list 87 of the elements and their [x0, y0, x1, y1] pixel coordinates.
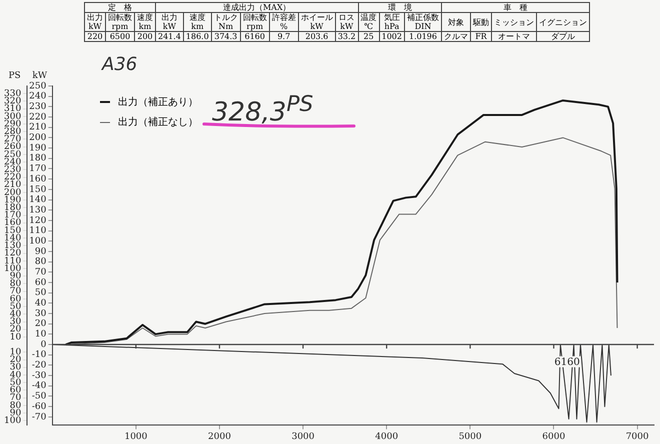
y-tick-label: 130 — [29, 205, 47, 216]
text: 374.3 — [211, 32, 240, 42]
text: ダブル — [536, 32, 590, 42]
y-tick-label: 70 — [34, 267, 47, 278]
text: 33.2 — [335, 32, 358, 42]
text: 9.7 — [269, 32, 298, 42]
y-tick-label: 150 — [29, 184, 47, 195]
text: 車 種 — [441, 2, 590, 12]
y-tick-label: 20 — [34, 319, 47, 330]
y-tick-label: 10 — [34, 330, 47, 340]
text: トルク Nm — [211, 12, 240, 32]
y2-axis-title: PS — [8, 71, 21, 81]
text: 駆動 — [470, 12, 492, 32]
text: 241.4 — [156, 32, 184, 42]
text: 220 — [84, 32, 106, 42]
text: 回転数 rpm — [106, 12, 134, 32]
y-tick-label: 140 — [29, 195, 47, 206]
x-tick-label: 6000 — [542, 432, 566, 442]
y-tick-label: -40 — [32, 381, 47, 392]
text: 6500 — [106, 32, 134, 42]
text: 200 — [134, 32, 156, 42]
y-tick-label: 0 — [40, 340, 47, 350]
text: 1002 — [379, 32, 404, 42]
y2-tick-label: 10 — [10, 332, 22, 342]
y-tick-label: 200 — [29, 133, 47, 144]
x-tick-label: 7000 — [626, 432, 650, 442]
text: 定 格 — [84, 2, 156, 12]
annotation: 6160 — [554, 357, 580, 368]
y-tick-label: 170 — [29, 164, 47, 174]
text: 出力 kW — [84, 12, 106, 32]
legend-label: 出力（補正なし） — [118, 116, 198, 129]
y-tick-label: 80 — [34, 257, 47, 268]
text: 対象 — [441, 12, 470, 32]
text: 許容差 % — [269, 12, 298, 32]
text: ロス kW — [335, 12, 358, 32]
y-tick-label: -30 — [32, 370, 47, 381]
annotation: 328,3$^{PS}$ — [212, 92, 314, 128]
x-tick-label: 1000 — [124, 432, 148, 442]
y-tick-label: 250 — [29, 81, 47, 92]
y-tick-label: 120 — [29, 216, 47, 226]
text: オートマ — [491, 32, 536, 42]
text: 203.6 — [298, 32, 336, 42]
text: 速度 km — [134, 12, 156, 32]
x-tick-label: 3000 — [292, 432, 315, 442]
y-tick-label: 210 — [29, 122, 47, 133]
y-tick-label: 100 — [29, 236, 47, 246]
x-tick-label: 4000 — [375, 432, 398, 442]
y-tick-label: -60 — [32, 402, 47, 412]
text: 回転数 rpm — [240, 12, 270, 32]
text: 186.0 — [183, 32, 212, 42]
y-tick-label: -70 — [32, 412, 47, 422]
y-tick-label: 90 — [34, 246, 47, 257]
y-tick-label: 240 — [29, 92, 47, 102]
text: 速度 km — [183, 12, 212, 32]
text: FR — [470, 32, 492, 42]
x-tick-label: 2000 — [208, 432, 232, 442]
y-tick-label: 190 — [29, 143, 47, 154]
text: イグニション — [536, 12, 590, 32]
text: 達成出力（MAX） — [156, 2, 358, 12]
x-tick-label: 5000 — [458, 432, 482, 442]
text: ミッション — [491, 12, 536, 32]
y-tick-label: 50 — [34, 288, 47, 298]
text: ホイール kW — [298, 12, 336, 32]
text: 温度 ℃ — [358, 12, 380, 32]
y-tick-label: 30 — [34, 308, 47, 319]
text: 気圧 hPa — [379, 12, 404, 32]
y-tick-label: -10 — [32, 350, 47, 360]
legend-label: 出力（補正あり） — [118, 96, 198, 109]
y-axis-title: kW — [32, 71, 48, 81]
y-tick-label: 40 — [34, 298, 47, 309]
text: クルマ — [441, 32, 470, 42]
text: 6160 — [240, 32, 270, 42]
y-tick-label: -50 — [32, 392, 47, 402]
y-tick-label: 180 — [29, 154, 47, 164]
y-tick-label: 60 — [34, 278, 47, 288]
y-tick-label: 230 — [29, 102, 47, 112]
y-tick-label: 160 — [29, 174, 47, 184]
y2-tick-label: 100 — [4, 416, 22, 426]
text: 補正係数 DIN — [404, 12, 442, 32]
text: 25 — [358, 32, 380, 42]
y-tick-label: -20 — [32, 360, 47, 371]
y-tick-label: 220 — [29, 112, 47, 122]
text: 環 境 — [358, 2, 442, 12]
text: 1.0196 — [404, 32, 442, 42]
y-tick-label: 110 — [29, 226, 47, 236]
text: 出力 kW — [156, 12, 184, 32]
text: A36 — [102, 54, 138, 75]
